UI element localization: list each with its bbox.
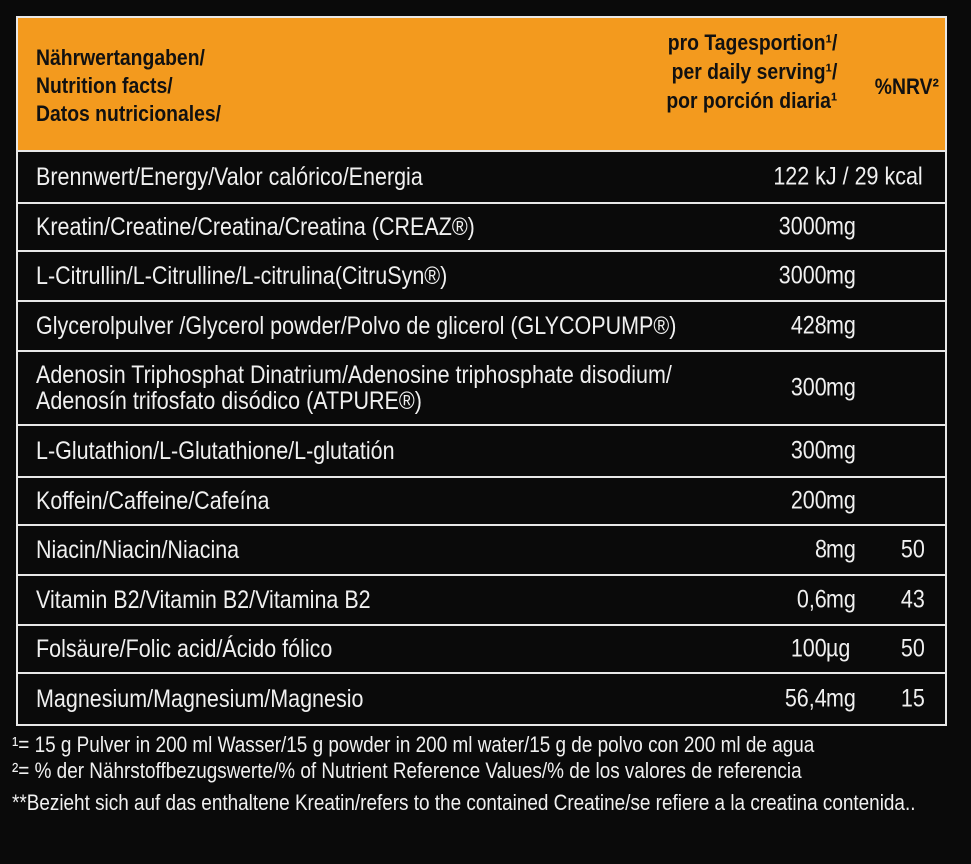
row-unit: mg [826, 212, 856, 241]
table-row-energy: Brennwert/Energy/Valor calórico/Energia … [18, 152, 945, 204]
nutrition-table: Nährwertangaben/ Nutrition facts/ Datos … [16, 16, 947, 726]
row-name: L-Citrullin/L-Citrulline/L-citrulina(Cit… [36, 262, 448, 290]
row-name: Koffein/Caffeine/Cafeína [36, 487, 270, 515]
row-nrv: 43 [901, 585, 925, 614]
row-name: Folsäure/Folic acid/Ácido fólico [36, 635, 333, 663]
table-row: Glycerolpulver /Glycerol powder/Polvo de… [18, 302, 945, 352]
row-unit: µg [826, 634, 851, 663]
table-row: Koffein/Caffeine/Cafeína 200 mg [18, 478, 945, 526]
header-title-de: Nährwertangaben/ [36, 45, 205, 70]
row-unit: mg [826, 311, 856, 340]
row-nrv: 50 [901, 634, 925, 663]
row-name: Brennwert/Energy/Valor calórico/Energia [36, 163, 423, 191]
row-unit: mg [826, 486, 856, 515]
table-row: Niacin/Niacin/Niacina 8 mg 50 [18, 526, 945, 576]
table-header: Nährwertangaben/ Nutrition facts/ Datos … [18, 18, 945, 152]
row-name: Adenosin Triphosphat Dinatrium/Adenosine… [36, 362, 672, 414]
row-name: Niacin/Niacin/Niacina [36, 536, 240, 564]
table-row: L-Glutathion/L-Glutathione/L-glutatión 3… [18, 426, 945, 478]
row-amount: 8 [815, 535, 827, 564]
row-amount: 0,6 [797, 585, 827, 614]
table-row: Vitamin B2/Vitamin B2/Vitamina B2 0,6 mg… [18, 576, 945, 626]
row-unit: mg [826, 261, 856, 290]
row-unit: mg [826, 373, 856, 402]
table-row: Kreatin/Creatine/Creatina/Creatina (CREA… [18, 204, 945, 252]
header-title-es: Datos nutricionales/ [36, 101, 222, 126]
header-title: Nährwertangaben/ Nutrition facts/ Datos … [36, 44, 221, 128]
row-unit: mg [826, 535, 856, 564]
header-serving-de: pro Tagesportion¹/ [667, 30, 837, 55]
footnote-1: ¹= 15 g Pulver in 200 ml Wasser/15 g pow… [12, 732, 815, 757]
row-unit: mg [826, 585, 856, 614]
row-amount: 300 [791, 436, 827, 465]
footnote-3: **Bezieht sich auf das enthaltene Kreati… [12, 790, 916, 815]
row-amount: 428 [791, 311, 827, 340]
row-amount: 56,4 [785, 684, 827, 713]
row-name: Magnesium/Magnesium/Magnesio [36, 685, 364, 713]
row-amount: 200 [791, 486, 827, 515]
row-name-line: Adenosin Triphosphat Dinatrium/Adenosine… [36, 361, 672, 389]
header-title-en: Nutrition facts/ [36, 73, 173, 98]
row-unit: mg [826, 436, 856, 465]
table-row: Folsäure/Folic acid/Ácido fólico 100 µg … [18, 626, 945, 674]
row-name: Glycerolpulver /Glycerol powder/Polvo de… [36, 312, 677, 340]
row-amount: 300 [791, 373, 827, 402]
row-name-line: Adenosín trifosfato disódico (ATPURE®) [36, 387, 422, 415]
row-name: Vitamin B2/Vitamin B2/Vitamina B2 [36, 586, 371, 614]
table-row: Adenosin Triphosphat Dinatrium/Adenosine… [18, 352, 945, 426]
row-name: L-Glutathion/L-Glutathione/L-glutatión [36, 437, 395, 465]
row-nrv: 50 [901, 535, 925, 564]
header-nrv: %NRV² [874, 74, 939, 99]
row-nrv: 15 [901, 684, 925, 713]
table-row: L-Citrullin/L-Citrulline/L-citrulina(Cit… [18, 252, 945, 302]
row-amount: 3000 [779, 261, 827, 290]
row-amount: 100 [791, 634, 827, 663]
footnotes: ¹= 15 g Pulver in 200 ml Wasser/15 g pow… [12, 732, 967, 814]
header-serving: pro Tagesportion¹/ per daily serving¹/ p… [666, 28, 837, 115]
footnote-2: ²= % der Nährstoffbezugswerte/% of Nutri… [12, 758, 802, 783]
header-serving-en: per daily serving¹/ [671, 59, 837, 84]
row-amount: 122 kJ / 29 kcal [773, 162, 923, 191]
row-name: Kreatin/Creatine/Creatina/Creatina (CREA… [36, 213, 475, 241]
header-serving-es: por porción diaria¹ [665, 88, 837, 113]
row-unit: mg [826, 684, 856, 713]
row-amount: 3000 [779, 212, 827, 241]
table-row: Magnesium/Magnesium/Magnesio 56,4 mg 15 [18, 674, 945, 724]
